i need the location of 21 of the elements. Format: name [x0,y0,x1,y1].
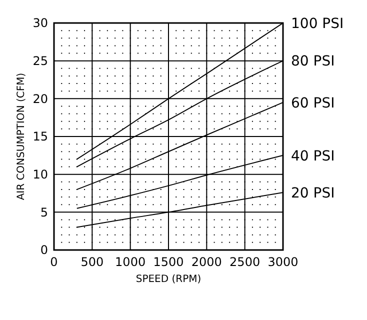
x-tick-label: 2500 [230,255,260,269]
x-tick-label: 500 [80,255,104,269]
x-tick-label: 2000 [191,255,222,269]
x-tick-label: 1500 [153,255,184,269]
y-axis-title: AIR CONSUMPTION (CFM) [16,72,27,200]
series-label: 40 PSI [291,148,335,164]
y-tick-label: 30 [32,16,48,30]
x-tick-label: 1000 [115,255,146,269]
x-tick-label: 0 [50,255,58,269]
series-label: 80 PSI [291,54,335,70]
series-label: 60 PSI [291,95,335,112]
y-tick-label: 0 [40,243,48,258]
y-tick-label: 25 [32,54,48,68]
x-axis-title: SPEED (RPM) [136,274,202,285]
x-tick-label: 3000 [268,255,298,269]
y-tick-label: 5 [40,205,48,220]
series-label: 20 PSI [291,185,335,202]
series-label: 100 PSI [291,16,344,32]
y-tick-label: 10 [32,168,48,182]
y-tick-label: 20 [32,92,48,106]
y-tick-label: 15 [32,130,48,144]
